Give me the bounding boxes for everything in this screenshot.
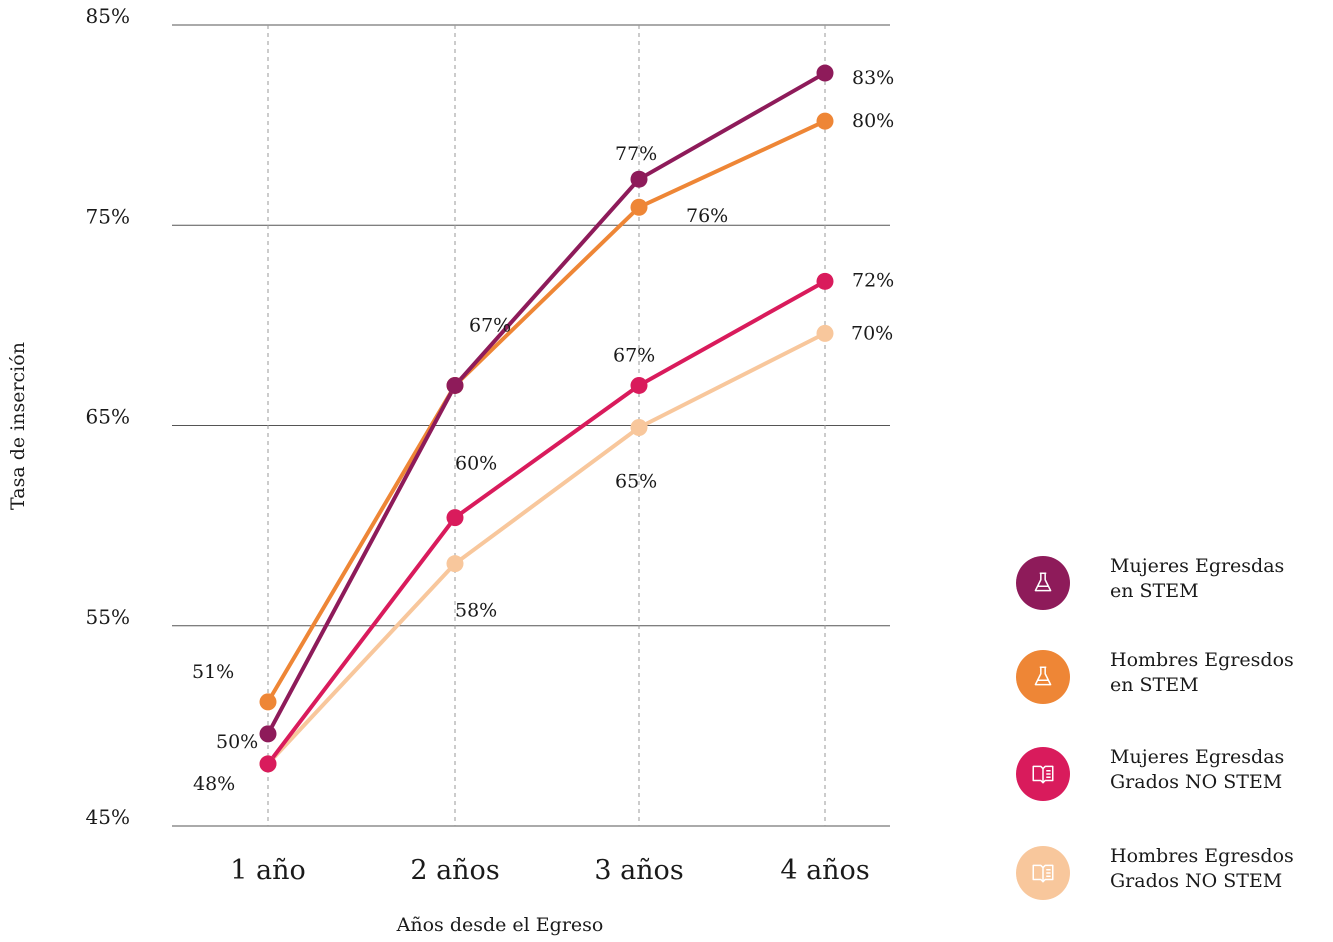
x-tick-label: 1 año	[230, 855, 306, 886]
data-point	[816, 64, 834, 82]
flask-icon	[1016, 556, 1070, 610]
legend-label: Hombres Egresdos Grados NO STEM	[1110, 844, 1294, 894]
series-line	[266, 279, 826, 766]
y-tick-label: 55%	[86, 605, 130, 629]
legend-item-mujeres-stem: Mujeres Egresdas en STEM	[1016, 548, 1333, 628]
x-tick-label: 2 años	[410, 855, 499, 886]
legend-label-line2: Grados NO STEM	[1110, 771, 1283, 793]
legend-item-hombres-stem: Hombres Egresdos en STEM	[1016, 642, 1333, 722]
data-label: 60%	[455, 453, 497, 475]
legend-label-line1: Hombres Egresdos	[1110, 845, 1294, 867]
legend-label-line2: en STEM	[1110, 580, 1199, 602]
data-point	[446, 509, 464, 527]
data-label: 77%	[615, 143, 657, 165]
data-label: 50%	[216, 731, 258, 753]
data-label: 80%	[852, 110, 894, 132]
y-axis-title: Tasa de inserción	[7, 342, 29, 510]
data-point	[630, 170, 648, 188]
data-point	[630, 198, 648, 216]
legend-label-line1: Hombres Egresdos	[1110, 649, 1294, 671]
book-icon	[1016, 846, 1070, 900]
data-point	[816, 272, 834, 290]
legend-item-mujeres-no-stem: Mujeres Egresdas Grados NO STEM	[1016, 739, 1333, 819]
series-points	[259, 64, 834, 773]
series-lines	[266, 71, 826, 766]
data-label: 48%	[193, 773, 235, 795]
data-point	[816, 112, 834, 130]
legend-label: Hombres Egresdos en STEM	[1110, 648, 1294, 698]
series-line	[266, 71, 826, 735]
data-label: 70%	[851, 322, 893, 344]
data-point	[446, 555, 464, 573]
legend-label: Mujeres Egresdas Grados NO STEM	[1110, 745, 1284, 795]
flask-icon	[1016, 650, 1070, 704]
legend-label: Mujeres Egresdas en STEM	[1110, 554, 1284, 604]
y-tick-label: 75%	[86, 204, 130, 228]
series-line	[266, 331, 826, 766]
data-point	[816, 324, 834, 342]
data-label: 67%	[469, 314, 511, 336]
data-label: 76%	[686, 205, 728, 227]
data-point	[630, 419, 648, 437]
series-line	[266, 119, 826, 703]
y-tick-label: 85%	[86, 4, 130, 28]
x-axis-title: Años desde el Egreso	[396, 914, 604, 936]
y-tick-label: 65%	[86, 405, 130, 429]
data-label: 51%	[192, 661, 234, 683]
horizontal-gridlines	[172, 24, 890, 827]
data-point	[630, 376, 648, 394]
data-labels: 50% 67% 77% 83% 51% 76% 80% 48% 60% 67% 72% 58% 65% 7…	[192, 67, 894, 795]
data-label: 83%	[852, 67, 894, 89]
x-tick-label: 4 años	[780, 855, 869, 886]
data-label: 67%	[613, 344, 655, 366]
x-tick-labels: 1 año 2 años 3 años 4 años	[230, 855, 869, 886]
legend-item-hombres-no-stem: Hombres Egresdos Grados NO STEM	[1016, 838, 1333, 918]
y-tick-labels: 45% 55% 65% 75% 85%	[86, 4, 130, 829]
legend-label-line2: en STEM	[1110, 674, 1199, 696]
data-point	[259, 725, 277, 743]
data-point	[259, 755, 277, 773]
data-label: 58%	[455, 600, 497, 622]
data-point	[259, 693, 277, 711]
data-label: 65%	[615, 471, 657, 493]
legend-label-line1: Mujeres Egresdas	[1110, 555, 1285, 577]
y-tick-label: 45%	[86, 805, 130, 829]
legend-label-line1: Mujeres Egresdas	[1110, 746, 1285, 768]
data-label: 72%	[852, 269, 894, 291]
legend-label-line2: Grados NO STEM	[1110, 870, 1283, 892]
data-point	[446, 376, 464, 394]
x-tick-label: 3 años	[594, 855, 683, 886]
book-icon	[1016, 747, 1070, 801]
